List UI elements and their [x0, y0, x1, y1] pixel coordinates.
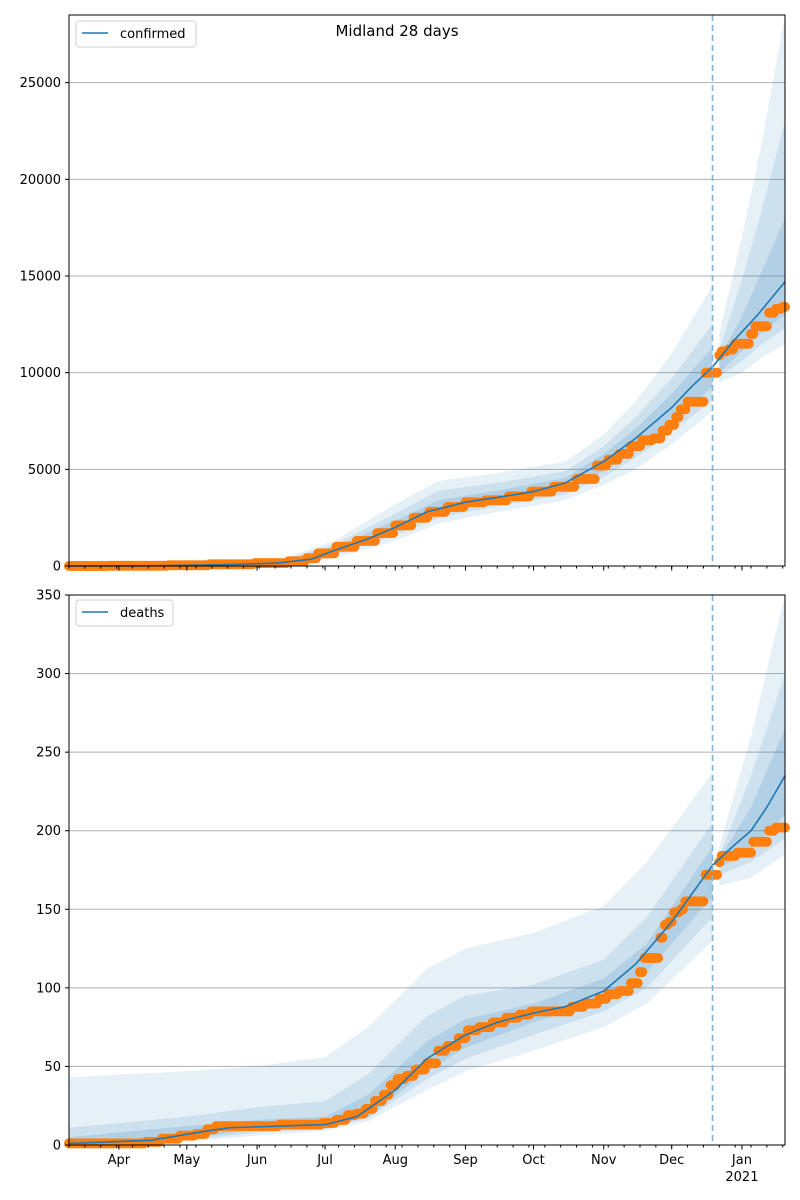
observed-point: [743, 338, 754, 349]
observed-point: [623, 986, 634, 996]
model-line-group: [68, 281, 786, 567]
observed-point: [369, 535, 380, 546]
model-line-group: [68, 775, 786, 1145]
x-axis-ticks: [68, 566, 784, 571]
x-axis-ticks: Apr May Jun Jul Aug Sep Oct Nov Dec Jan 2021: [68, 1145, 784, 1185]
observed-point: [712, 367, 722, 378]
y-tick-label: 300: [36, 667, 61, 682]
band-inner: [719, 728, 785, 869]
observed-point: [632, 978, 643, 989]
uncertainty-bands: [69, 15, 785, 566]
x-tick-label: May: [173, 1153, 200, 1168]
x-tick-label: Aug: [383, 1153, 408, 1168]
axes-frame-rect: [68, 594, 786, 1146]
band-outer: [69, 772, 713, 1145]
observed-point: [669, 419, 679, 430]
model-line: [68, 281, 786, 567]
y-tick-label: 350: [36, 589, 61, 604]
axes-frame: [68, 594, 786, 1146]
x-tick-label: Sep: [453, 1153, 478, 1168]
observed-point: [406, 520, 417, 531]
axes-frame: [68, 14, 786, 567]
y-tick-label: 5000: [28, 463, 61, 478]
legend-label: confirmed: [120, 27, 186, 42]
band-middle: [719, 673, 785, 875]
observed-point: [698, 896, 709, 907]
y-axis-ticks: 0 5000 10000 15000 20000 25000: [20, 76, 69, 575]
observed-point: [388, 528, 398, 539]
observed-point: [637, 967, 648, 978]
y-axis-ticks: 0 50 100 150 200 250 300 350: [36, 589, 69, 1154]
y-tick-label: 15000: [20, 270, 61, 285]
observed-point: [712, 869, 722, 880]
observed-point: [748, 329, 759, 339]
legend: confirmed: [75, 20, 197, 48]
observed-point: [746, 847, 756, 858]
observed-point: [761, 321, 772, 332]
x-tick-label: Jun: [246, 1153, 267, 1168]
observed-point: [655, 433, 666, 444]
legend-box: [75, 599, 174, 627]
observed-point: [451, 1041, 462, 1051]
y-tick-label: 20000: [20, 173, 61, 188]
observed-point: [623, 448, 634, 459]
observed-point: [569, 481, 580, 492]
legend-box: [75, 20, 197, 48]
y-tick-label: 200: [36, 824, 61, 839]
observed-point: [653, 953, 664, 963]
confirmed-panel: 0 5000 10000 15000 20000 25000 confirmed Midl…: [20, 14, 790, 575]
x-tick-label: Dec: [659, 1153, 684, 1168]
band-outer: [719, 15, 785, 383]
observed-point: [367, 1103, 378, 1114]
x-tick-label: Nov: [591, 1153, 617, 1168]
y-tick-label: 250: [36, 746, 61, 761]
observed-point: [698, 396, 709, 407]
x-tick-label: Jul: [316, 1153, 333, 1168]
x-tick-label: Apr: [108, 1153, 131, 1168]
observed-point: [431, 1058, 442, 1069]
x-tick-label: Jan: [731, 1153, 752, 1168]
y-tick-label: 150: [36, 903, 61, 918]
x-year-label: 2021: [725, 1170, 758, 1185]
y-tick-label: 10000: [20, 366, 61, 381]
observed-point: [678, 904, 688, 915]
y-tick-label: 25000: [20, 76, 61, 91]
y-tick-label: 0: [53, 1139, 61, 1154]
y-tick-label: 0: [53, 560, 61, 575]
band-outer: [719, 595, 785, 886]
deaths-panel: 0 50 100 150 200 250 300 350 Apr May Jun Jul Aug Sep…: [36, 589, 790, 1185]
legend: deaths: [75, 599, 174, 627]
x-tick-label: Oct: [522, 1153, 544, 1168]
chart-title: Midland 28 days: [335, 22, 458, 40]
legend-label: deaths: [120, 606, 165, 621]
y-tick-label: 50: [44, 1060, 61, 1075]
y-gridlines: [69, 82, 785, 470]
model-line: [68, 775, 786, 1145]
observed-point: [680, 404, 691, 415]
band-inner: [719, 218, 785, 373]
observed-point: [761, 836, 772, 847]
observed-point: [589, 474, 600, 484]
observed-point: [673, 412, 684, 423]
y-tick-label: 100: [36, 981, 61, 996]
axes-frame-rect: [68, 14, 786, 567]
band-middle: [69, 324, 713, 566]
